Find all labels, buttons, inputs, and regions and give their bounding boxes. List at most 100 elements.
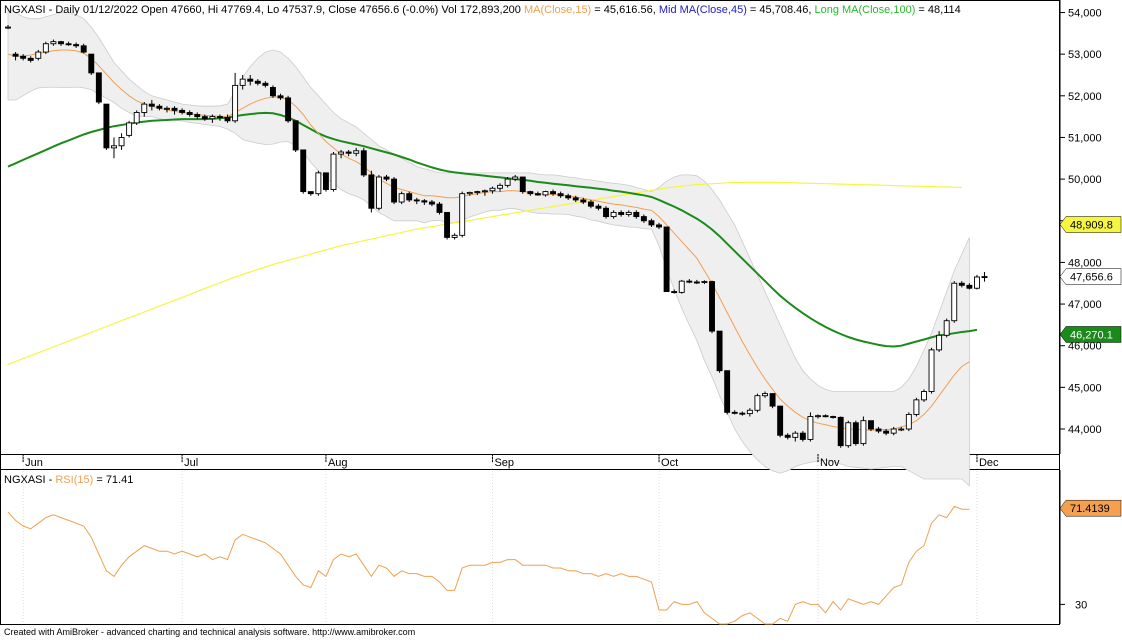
date-tick-label: Aug: [328, 457, 348, 469]
candle: [466, 191, 473, 196]
price-tick-label: 51,000: [1068, 132, 1102, 144]
candle-body: [905, 413, 912, 430]
candle: [406, 191, 413, 203]
candle: [936, 331, 943, 352]
candle: [459, 191, 466, 238]
candle-body: [709, 281, 715, 332]
candle: [618, 210, 625, 217]
candle-body: [913, 399, 920, 415]
candle: [111, 137, 117, 159]
candle: [928, 347, 935, 394]
candle-body: [338, 151, 345, 155]
candle: [224, 114, 231, 123]
candle: [118, 133, 125, 150]
candle: [852, 420, 859, 446]
long-ma-tag-box: [1059, 216, 1122, 233]
candle-body: [557, 193, 564, 197]
candle-body: [943, 320, 950, 336]
candle-body: [603, 207, 609, 218]
candle: [883, 429, 890, 436]
rsi-path: [7, 505, 970, 625]
candle-body: [633, 211, 640, 218]
rsi-tag-box: [1059, 499, 1122, 517]
candle: [640, 214, 647, 223]
candle-body: [951, 282, 958, 322]
candle-body: [868, 420, 874, 430]
candle: [88, 53, 95, 75]
candle-body: [981, 276, 988, 279]
price-tick-label: 52,000: [1068, 91, 1102, 103]
candle: [315, 170, 322, 196]
candle-body: [451, 234, 458, 238]
candle: [603, 206, 609, 219]
candle-body: [966, 284, 973, 289]
mid-ma-tag: 46,270.1: [1059, 326, 1122, 343]
candle-body: [224, 117, 231, 122]
candle: [194, 112, 201, 119]
candle-body: [852, 422, 859, 445]
candle-body: [648, 220, 655, 226]
candle: [595, 204, 602, 211]
candle: [360, 147, 367, 178]
candle-body: [194, 114, 201, 118]
candle: [35, 49, 42, 61]
candle-body: [375, 176, 382, 209]
candle: [792, 431, 799, 442]
candle: [383, 174, 390, 182]
candle: [777, 405, 784, 438]
candle-body: [860, 420, 867, 445]
candle-body: [671, 291, 678, 294]
rsi-tick-label: 30: [1075, 599, 1087, 611]
candle-body: [148, 103, 155, 107]
candle: [65, 41, 72, 46]
candle-body: [625, 211, 632, 215]
close-tag: 47,656.6: [1059, 268, 1122, 285]
candle: [126, 120, 133, 138]
candle: [671, 289, 678, 294]
candle-body: [65, 43, 72, 46]
candle: [73, 42, 80, 48]
candle: [322, 172, 329, 192]
candle-body: [686, 280, 693, 283]
candle-body: [421, 200, 428, 203]
candle: [572, 195, 579, 203]
long-ma-path: [7, 181, 962, 365]
candle: [186, 110, 193, 117]
candle: [921, 389, 927, 402]
candle-body: [103, 103, 110, 149]
candle: [762, 391, 768, 398]
candle: [958, 281, 965, 288]
candle: [799, 431, 806, 442]
candle-body: [239, 78, 246, 86]
candle: [656, 222, 662, 230]
candle: [217, 114, 223, 121]
candle: [754, 393, 761, 413]
candle-body: [534, 193, 541, 196]
price-tick-label: 53,000: [1068, 49, 1102, 61]
candle: [633, 210, 640, 219]
candle-body: [413, 199, 420, 202]
candle: [421, 199, 428, 205]
candle: [519, 176, 526, 194]
date-axis: Jun Jul Aug Sep Oct Nov Dec: [22, 454, 999, 624]
mid-ma-tag-label: 46,270.1: [1070, 329, 1113, 341]
candle: [860, 416, 867, 446]
candle: [951, 281, 958, 323]
candle: [413, 197, 420, 205]
price-tick-label: 48,000: [1068, 257, 1102, 269]
candle: [769, 393, 776, 409]
candle: [58, 40, 64, 46]
date-tick-label: Jun: [25, 457, 43, 469]
rsi-header: NGXASI - RSI(15) = 71.41: [4, 474, 133, 486]
candle: [330, 152, 337, 192]
candle-body: [936, 334, 943, 351]
candle: [648, 218, 655, 227]
candle: [974, 274, 980, 290]
price-tick-label: 50,000: [1068, 174, 1102, 186]
candle: [247, 74, 254, 86]
date-tick-label: Dec: [979, 457, 999, 469]
candle: [890, 426, 897, 436]
price-tick-label: 44,000: [1068, 424, 1102, 436]
candle: [913, 397, 920, 417]
